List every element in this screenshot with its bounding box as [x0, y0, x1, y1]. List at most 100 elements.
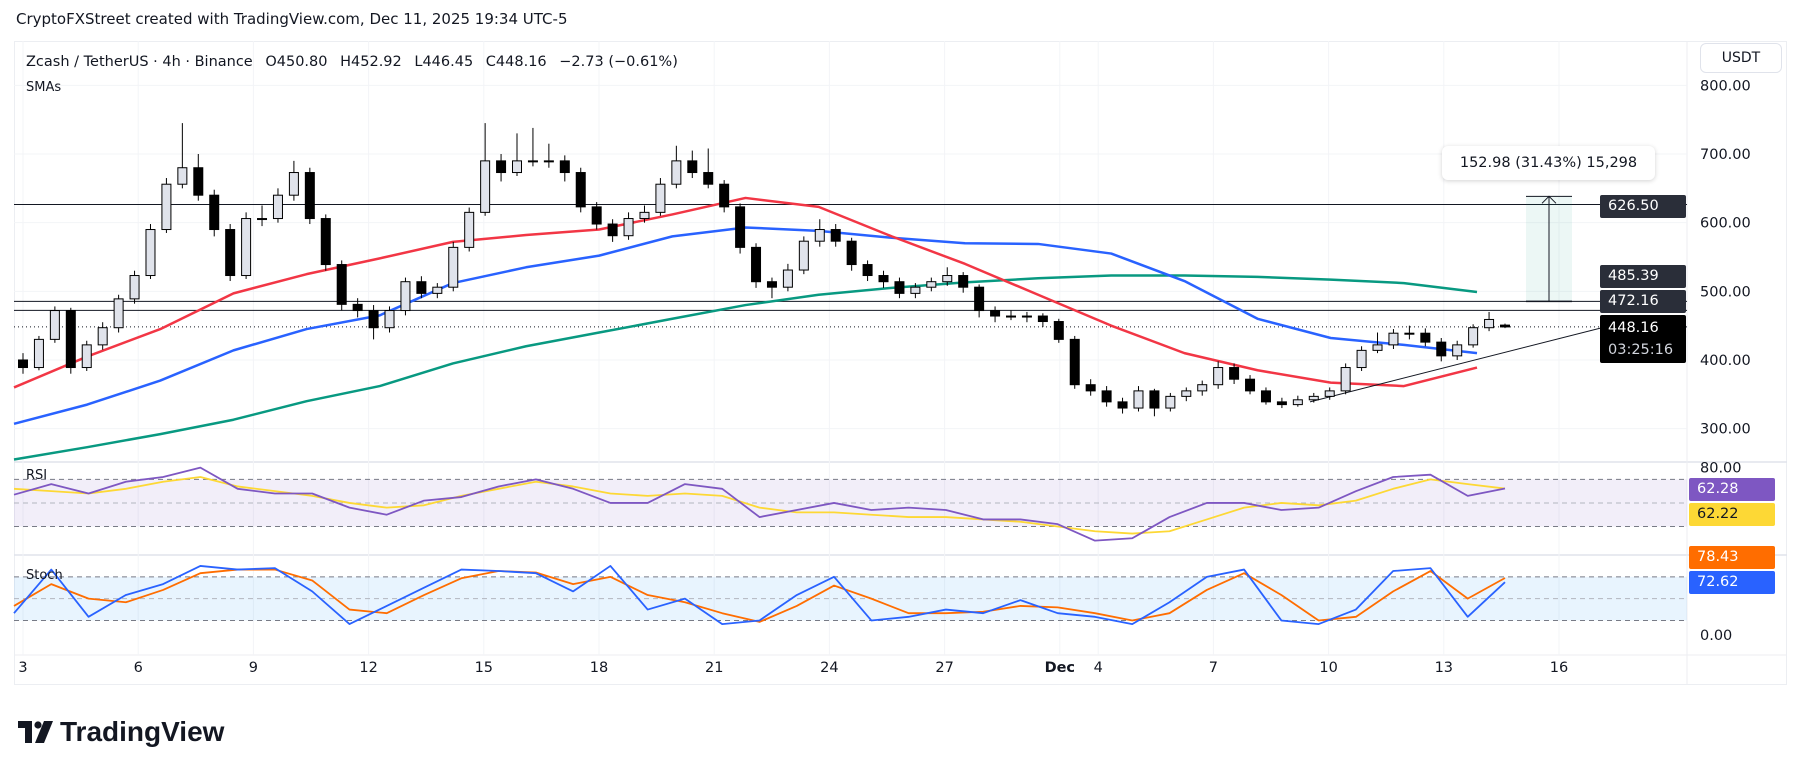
x-tick-label: 7: [1209, 660, 1218, 676]
candle: [1404, 325, 1415, 340]
candle: [288, 160, 299, 201]
x-tick-label: 3: [18, 660, 27, 676]
candle-body: [161, 183, 172, 231]
candle: [1276, 397, 1287, 409]
stoch-tick-label: 0.00: [1700, 628, 1732, 644]
candle-body: [830, 229, 841, 242]
x-tick-label: 6: [134, 660, 143, 676]
candle: [320, 214, 331, 271]
candle-body: [1037, 315, 1048, 323]
x-tick-label: 4: [1094, 660, 1103, 676]
candle-body: [480, 160, 491, 213]
candle: [830, 224, 841, 247]
price-tick-label: 600.00: [1700, 216, 1751, 232]
candle-body: [1404, 332, 1415, 335]
candle: [1245, 375, 1256, 395]
candle-body: [18, 359, 28, 369]
candle-body: [623, 218, 634, 237]
symbol-legend: Zcash / TetherUS · 4h · Binance O450.80 …: [26, 54, 686, 70]
x-tick-label: 16: [1550, 660, 1568, 676]
tradingview-logo[interactable]: TradingView: [18, 716, 224, 748]
candle: [145, 224, 156, 279]
x-tick-label: Dec: [1045, 660, 1075, 676]
sma-100-line: [13, 226, 1478, 426]
candle: [129, 270, 140, 304]
x-tick-label: 27: [935, 660, 953, 676]
rsi-value-label: 62.28: [1689, 478, 1775, 501]
candle: [352, 298, 363, 318]
candle: [1133, 386, 1144, 412]
candle-body: [1181, 390, 1192, 397]
candle: [1260, 387, 1271, 405]
candle-body: [862, 264, 873, 277]
candle: [575, 167, 586, 213]
candle-body: [1021, 315, 1032, 318]
candle-body: [81, 344, 92, 369]
candle: [1085, 379, 1096, 396]
candle: [894, 277, 905, 299]
candle: [193, 154, 204, 201]
candle-body: [209, 194, 220, 231]
candle-body: [942, 275, 953, 283]
candle-body: [751, 246, 762, 283]
rsi-line: [13, 466, 1506, 542]
tradingview-logo-icon: [18, 721, 53, 743]
stoch-k-value-label: 72.62: [1689, 571, 1775, 594]
price-tick-label: 500.00: [1700, 284, 1751, 300]
candle-body: [1500, 324, 1510, 328]
candle-body: [543, 160, 554, 163]
measure-label: 152.98 (31.43%) 15,298: [1442, 146, 1655, 180]
candle-body: [113, 298, 124, 329]
candle: [18, 353, 28, 374]
sma-indicator-title[interactable]: SMAs: [26, 80, 62, 95]
candle: [448, 241, 459, 292]
candle: [910, 283, 921, 299]
price-tick-label: 700.00: [1700, 147, 1751, 163]
candle: [1500, 323, 1510, 329]
currency-button[interactable]: USDT: [1700, 43, 1782, 73]
stoch-d-line: [13, 568, 1506, 623]
candle-body: [33, 338, 44, 369]
rsi-indicator-title[interactable]: RSI: [26, 468, 48, 483]
candle-body: [1484, 318, 1495, 329]
candle: [161, 178, 172, 233]
candle-body: [49, 310, 60, 340]
candle-body: [607, 223, 618, 237]
candle-body: [193, 167, 204, 196]
x-tick-label: 9: [249, 660, 258, 676]
candle: [1006, 310, 1016, 321]
candle-body: [974, 286, 985, 312]
candle: [464, 207, 475, 252]
candle: [1292, 395, 1303, 407]
candle: [719, 180, 730, 213]
candle: [1101, 386, 1112, 407]
candle-body: [990, 310, 1001, 317]
candle: [384, 306, 395, 333]
stoch-k-line: [13, 565, 1506, 625]
candle-body: [655, 183, 666, 213]
candle-body: [1229, 367, 1240, 380]
ohlc-low: L446.45: [414, 54, 474, 70]
candle-body: [1006, 315, 1016, 318]
candle-body: [878, 275, 889, 283]
x-tick-label: 21: [705, 660, 723, 676]
candle-body: [288, 172, 299, 196]
candle-body: [384, 310, 395, 329]
x-tick-label: 15: [475, 660, 493, 676]
candle-body: [1165, 395, 1176, 409]
x-tick-label: 13: [1435, 660, 1453, 676]
candle: [751, 243, 762, 288]
stoch-indicator-title[interactable]: Stoch: [26, 568, 63, 583]
tradingview-logo-text: TradingView: [60, 716, 225, 747]
candle: [878, 270, 889, 288]
symbol-title[interactable]: Zcash / TetherUS · 4h · Binance: [26, 54, 253, 70]
candle-body: [304, 172, 315, 220]
candle: [304, 167, 315, 225]
chart-panel[interactable]: [14, 41, 1787, 685]
candle: [1324, 387, 1335, 400]
candle: [527, 127, 538, 167]
candle: [1308, 392, 1319, 403]
x-tick-label: 10: [1319, 660, 1337, 676]
candle-body: [1452, 344, 1463, 357]
